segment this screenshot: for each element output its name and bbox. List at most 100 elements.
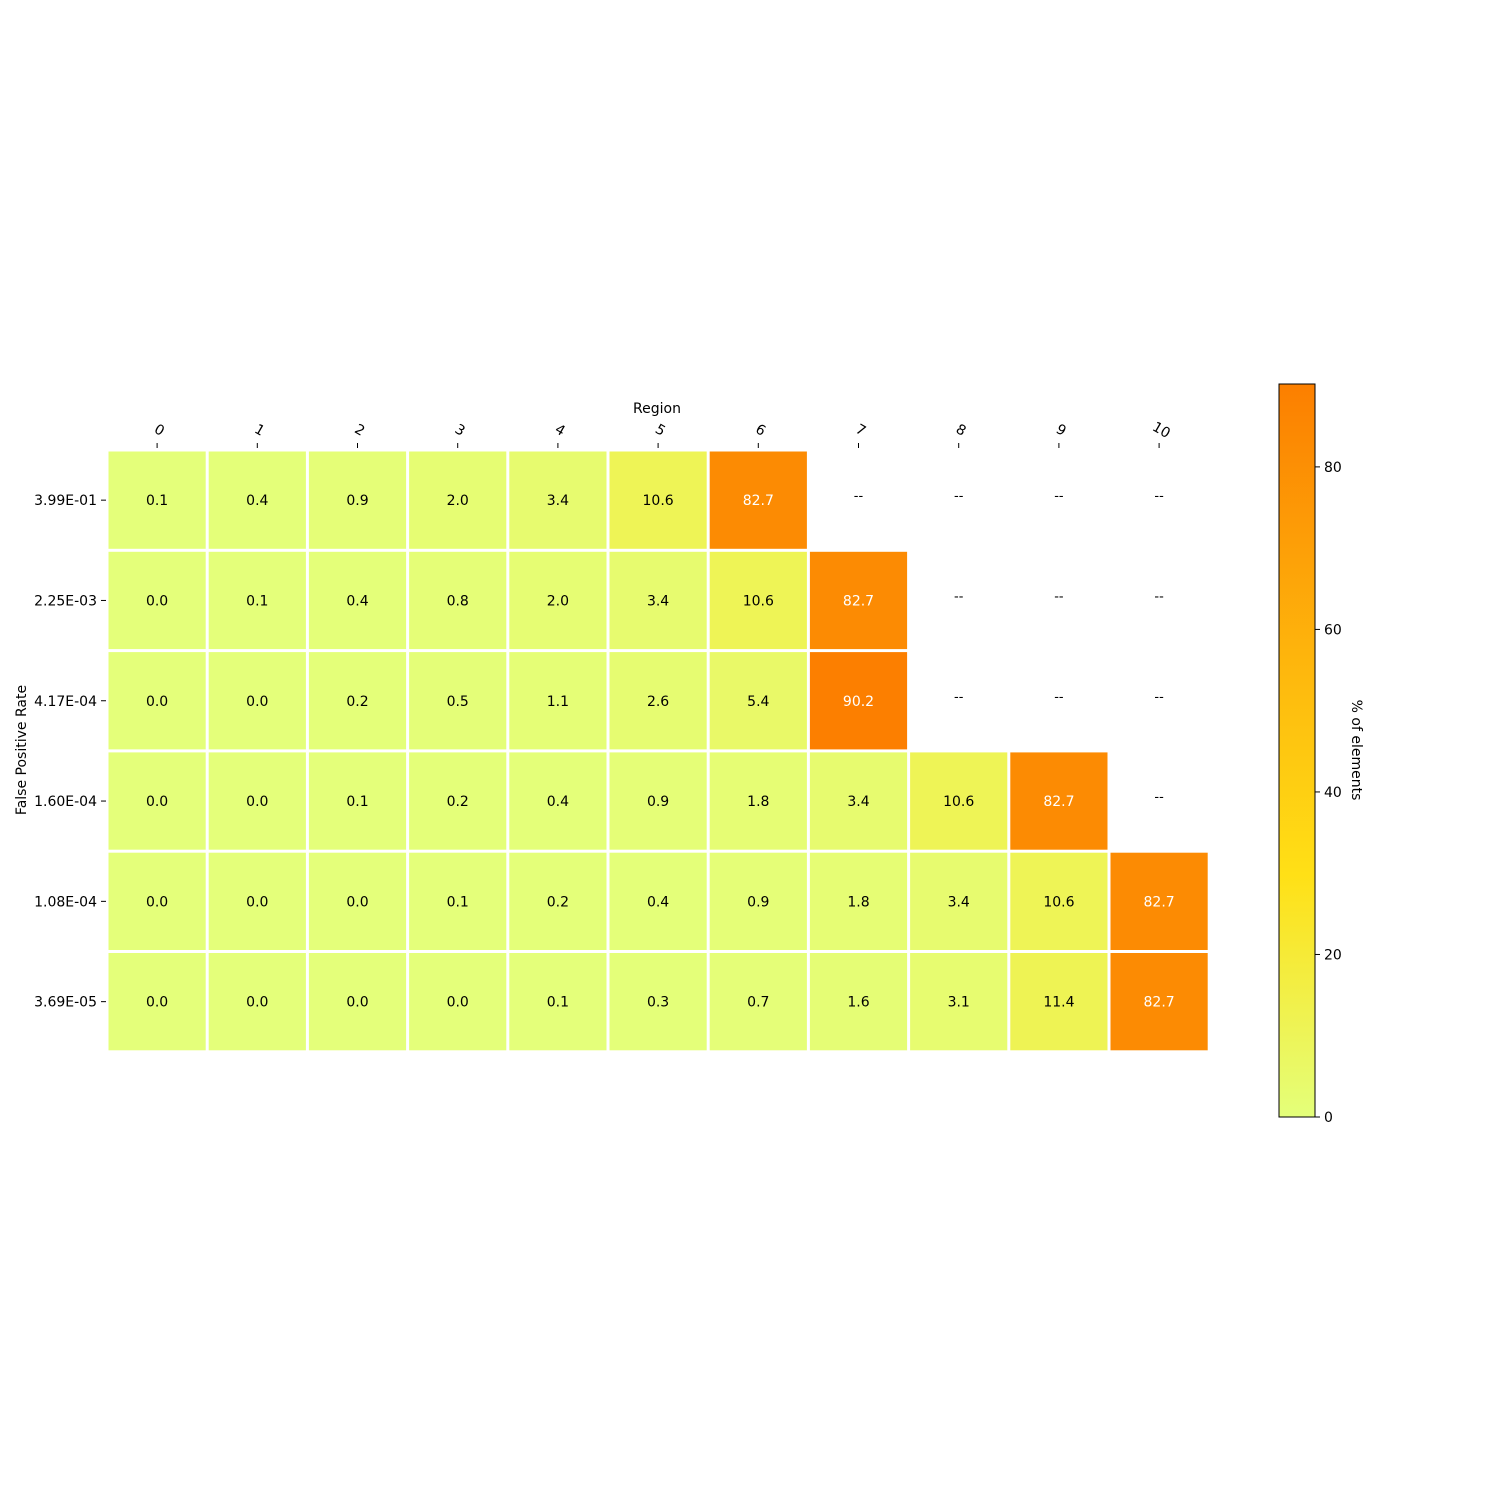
- colorbar-tick-label-2: 40: [1324, 785, 1342, 801]
- cell-value-r1-c7: 82.7: [843, 593, 874, 609]
- y-tick-label-1: 2.25E-03: [34, 593, 97, 609]
- x-axis: 0 1 2 3 4 5 6 7 8 9 10: [151, 419, 1173, 448]
- cell-missing-r2-c9: --: [1054, 690, 1064, 705]
- cell-value-r4-c5: 0.4: [647, 894, 669, 910]
- cell-missing-r2-c10: --: [1154, 690, 1164, 705]
- cell-value-r3-c6: 1.8: [747, 794, 769, 810]
- heatmap-cell-r0-c4: [509, 451, 607, 549]
- cell-value-r2-c3: 0.5: [447, 694, 469, 710]
- cell-value-r1-c0: 0.0: [146, 593, 168, 609]
- heatmap-cell-r2-c3: [409, 652, 507, 750]
- colorbar: 0 20 40 60 80 % of elements: [1278, 383, 1364, 1126]
- heatmap-cell-r3-c3: [409, 752, 507, 850]
- cell-value-r0-c3: 2.0: [447, 493, 469, 509]
- heatmap-cell-r0-c6: [709, 451, 807, 549]
- cell-value-r1-c2: 0.4: [346, 593, 368, 609]
- heatmap-cell-r4-c5: [609, 852, 707, 950]
- x-tick-label-1: 1: [251, 421, 267, 439]
- x-axis-label: Region: [633, 401, 681, 417]
- heatmap-cell-r3-c8: [910, 752, 1008, 850]
- cell-value-r2-c5: 2.6: [647, 694, 669, 710]
- y-tick-label-5: 3.69E-05: [34, 995, 97, 1011]
- heatmap-cell-r1-c1: [208, 551, 306, 650]
- heatmap-cell-r5-c2: [308, 953, 407, 1051]
- heatmap-cell-r4-c3: [409, 852, 507, 950]
- cell-value-r4-c10: 82.7: [1144, 894, 1175, 910]
- heatmap-cell-r5-c3: [409, 953, 507, 1051]
- cell-value-r3-c7: 3.4: [847, 794, 869, 810]
- cell-value-r2-c4: 1.1: [547, 694, 569, 710]
- cell-value-r0-c5: 10.6: [643, 493, 674, 509]
- heatmap-cell-r4-c0: [108, 852, 206, 950]
- colorbar-tick-label-3: 60: [1324, 622, 1342, 638]
- cell-value-r2-c7: 90.2: [843, 694, 874, 710]
- heatmap-cell-r3-c9: [1010, 752, 1108, 850]
- cell-value-r5-c1: 0.0: [246, 995, 268, 1011]
- x-tick-label-7: 7: [853, 421, 869, 439]
- x-tick-label-8: 8: [953, 421, 969, 439]
- cell-value-r3-c1: 0.0: [246, 794, 268, 810]
- heatmap-cell-r4-c4: [509, 852, 607, 950]
- colorbar-ticks: 0 20 40 60 80: [1315, 460, 1342, 1126]
- cell-missing-r0-c7: --: [854, 489, 864, 504]
- cell-value-r3-c9: 82.7: [1043, 794, 1074, 810]
- colorbar-tick-label-0: 0: [1324, 1110, 1333, 1126]
- cell-value-r2-c1: 0.0: [246, 694, 268, 710]
- cell-missing-r0-c8: --: [954, 489, 964, 504]
- cell-value-r5-c5: 0.3: [647, 995, 669, 1011]
- heatmap-cell-r1-c6: [709, 551, 807, 650]
- cell-value-r4-c7: 1.8: [847, 894, 869, 910]
- heatmap-cell-r5-c4: [509, 953, 607, 1051]
- cell-value-r5-c9: 11.4: [1043, 995, 1074, 1011]
- cell-value-r1-c4: 2.0: [547, 593, 569, 609]
- heatmap-cell-r0-c5: [609, 451, 707, 549]
- heatmap-cell-r1-c3: [409, 551, 507, 650]
- y-tick-label-2: 4.17E-04: [34, 694, 97, 710]
- x-tick-label-10: 10: [1149, 419, 1172, 442]
- cell-value-r0-c1: 0.4: [246, 493, 268, 509]
- heatmap-cell-r2-c5: [609, 652, 707, 750]
- heatmap-cell-r4-c7: [809, 852, 908, 950]
- heatmap-cell-r1-c0: [108, 551, 206, 650]
- cell-value-r5-c3: 0.0: [447, 995, 469, 1011]
- heatmap-cell-r0-c1: [208, 451, 306, 549]
- heatmap-cell-r5-c1: [208, 953, 306, 1051]
- y-axis-label: False Positive Rate: [14, 685, 30, 815]
- cell-value-r0-c0: 0.1: [146, 493, 168, 509]
- heatmap-cell-r2-c0: [108, 652, 206, 750]
- cell-value-r5-c10: 82.7: [1144, 995, 1175, 1011]
- cell-value-r5-c7: 1.6: [847, 995, 869, 1011]
- cell-value-r4-c0: 0.0: [146, 894, 168, 910]
- cell-value-r2-c2: 0.2: [346, 694, 368, 710]
- colorbar-label: % of elements: [1348, 700, 1364, 801]
- heatmap-cell-r4-c9: [1010, 852, 1108, 950]
- heatmap-cell-r2-c2: [308, 652, 407, 750]
- x-tick-label-5: 5: [652, 421, 668, 439]
- cell-value-r4-c8: 3.4: [948, 894, 970, 910]
- heatmap-cell-r1-c5: [609, 551, 707, 650]
- heatmap-cell-r3-c4: [509, 752, 607, 850]
- cell-value-r5-c4: 0.1: [547, 995, 569, 1011]
- cell-missing-r1-c10: --: [1154, 589, 1164, 604]
- heatmap-cell-r0-c3: [409, 451, 507, 549]
- cell-value-r1-c5: 3.4: [647, 593, 669, 609]
- heatmap-cell-r1-c2: [308, 551, 407, 650]
- heatmap-cell-r2-c1: [208, 652, 306, 750]
- heatmap-cell-r0-c2: [308, 451, 407, 549]
- heatmap-cell-r1-c7: [809, 551, 908, 650]
- cell-value-r1-c6: 10.6: [743, 593, 774, 609]
- y-tick-label-4: 1.08E-04: [34, 894, 97, 910]
- cell-value-r3-c2: 0.1: [346, 794, 368, 810]
- heatmap-cell-r5-c5: [609, 953, 707, 1051]
- heatmap-cell-r4-c1: [208, 852, 306, 950]
- heatmap-cell-r3-c5: [609, 752, 707, 850]
- heatmap-cell-r5-c9: [1010, 953, 1108, 1051]
- cell-missing-r2-c8: --: [954, 690, 964, 705]
- y-tick-label-0: 3.99E-01: [34, 493, 97, 509]
- cell-value-r5-c2: 0.0: [346, 995, 368, 1011]
- heatmap-cell-r3-c6: [709, 752, 807, 850]
- heatmap-cell-r4-c6: [709, 852, 807, 950]
- cell-missing-r0-c9: --: [1054, 489, 1064, 504]
- cell-value-r2-c0: 0.0: [146, 694, 168, 710]
- x-tick-label-4: 4: [552, 421, 568, 439]
